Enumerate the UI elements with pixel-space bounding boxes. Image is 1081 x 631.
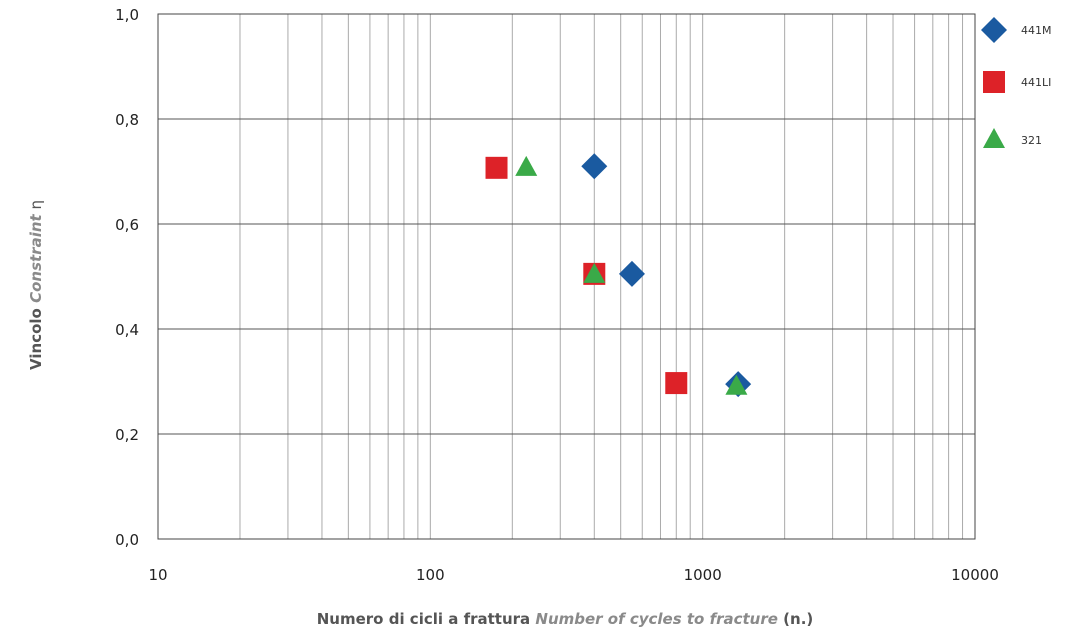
y-tick-label: 0,0 bbox=[115, 531, 139, 549]
data-points bbox=[485, 153, 752, 398]
legend-marker-square bbox=[983, 71, 1005, 93]
y-axis-title-part1: Vincolo bbox=[27, 303, 45, 370]
x-axis-title: Numero di cicli a frattura Number of cyc… bbox=[317, 610, 814, 628]
data-point-triangle bbox=[725, 374, 748, 395]
y-axis-title-part3: η bbox=[27, 200, 45, 214]
y-axis-title-part2: Constraint bbox=[27, 213, 45, 302]
data-point-triangle bbox=[583, 262, 606, 283]
legend-marker-diamond bbox=[981, 17, 1007, 43]
x-axis-title-part1: Numero di cicli a frattura bbox=[317, 610, 536, 628]
x-axis-title-part2: Number of cycles to fracture bbox=[535, 610, 778, 628]
legend-marker-triangle bbox=[983, 128, 1005, 148]
tick-labels: 10 100 1000 10000 0,0 0,2 0,4 0,6 0,8 1,0 bbox=[115, 6, 999, 584]
data-point-square bbox=[665, 372, 688, 395]
x-tick-label: 10000 bbox=[951, 566, 999, 584]
x-tick-label: 10 bbox=[148, 566, 167, 584]
y-tick-label: 0,6 bbox=[115, 216, 139, 234]
y-tick-label: 0,2 bbox=[115, 426, 139, 444]
data-point-square bbox=[485, 156, 508, 179]
x-tick-label: 100 bbox=[416, 566, 445, 584]
y-tick-label: 1,0 bbox=[115, 6, 139, 24]
data-point-diamond bbox=[618, 260, 645, 287]
y-axis-title: Vincolo Constraint η bbox=[27, 200, 45, 370]
legend-label: 441M bbox=[1021, 24, 1052, 37]
legend: 441M 441LI 321 bbox=[981, 17, 1052, 148]
grid bbox=[157, 13, 976, 540]
y-tick-label: 0,8 bbox=[115, 111, 139, 129]
x-tick-label: 1000 bbox=[684, 566, 722, 584]
plot-frame bbox=[157, 13, 976, 540]
legend-label: 321 bbox=[1021, 134, 1042, 147]
data-point-triangle bbox=[515, 155, 538, 176]
data-point-diamond bbox=[581, 153, 608, 180]
x-axis-title-part3: (n.) bbox=[778, 610, 813, 628]
y-tick-label: 0,4 bbox=[115, 321, 139, 339]
legend-label: 441LI bbox=[1021, 76, 1051, 89]
